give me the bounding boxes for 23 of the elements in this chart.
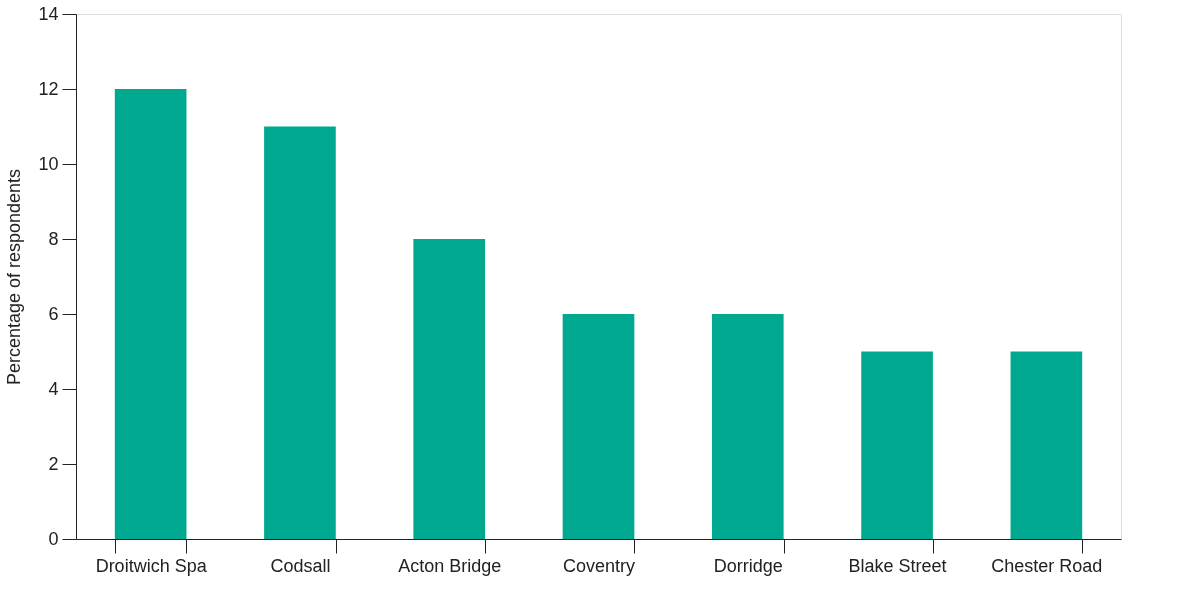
x-tick-label: Blake Street bbox=[848, 555, 947, 576]
bar bbox=[264, 126, 336, 539]
y-tick-label: 0 bbox=[48, 528, 59, 549]
x-tick-label: Acton Bridge bbox=[398, 555, 502, 576]
y-tick-label: 2 bbox=[48, 453, 59, 474]
y-tick-label: 4 bbox=[48, 378, 59, 399]
y-tick-label: 10 bbox=[38, 153, 59, 174]
bar bbox=[861, 351, 933, 539]
x-tick-label: Codsall bbox=[270, 555, 331, 576]
x-tick-label: Droitwich Spa bbox=[95, 555, 208, 576]
bar bbox=[711, 314, 784, 539]
x-tick-label: Dorridge bbox=[713, 555, 783, 576]
y-tick-label: 12 bbox=[38, 78, 59, 99]
bar bbox=[114, 89, 187, 539]
x-tick-label: Chester Road bbox=[991, 555, 1103, 576]
y-tick-label: 6 bbox=[48, 303, 59, 324]
y-tick-label: 14 bbox=[38, 3, 59, 24]
y-axis-title: Percentage of respondents bbox=[4, 168, 25, 386]
bar bbox=[413, 239, 486, 539]
bar bbox=[1010, 351, 1083, 539]
x-tick-label: Coventry bbox=[562, 555, 636, 576]
y-tick-label: 8 bbox=[48, 228, 59, 249]
bar bbox=[562, 314, 635, 539]
